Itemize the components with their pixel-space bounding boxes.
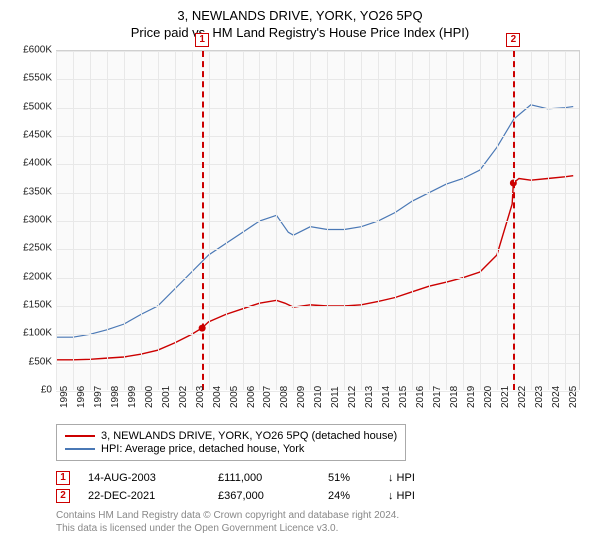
x-tick-label: 2021	[500, 386, 511, 408]
sale-price: £367,000	[218, 490, 328, 502]
x-tick-label: 2008	[279, 386, 290, 408]
chart-subtitle: Price paid vs. HM Land Registry's House …	[12, 25, 588, 40]
x-tick-label: 2000	[144, 386, 155, 408]
legend-label: 3, NEWLANDS DRIVE, YORK, YO26 5PQ (detac…	[101, 430, 397, 442]
x-tick-label: 2017	[432, 386, 443, 408]
y-tick-label: £500K	[23, 101, 52, 112]
x-tick-label: 1997	[93, 386, 104, 408]
legend-swatch	[65, 435, 95, 437]
sale-date: 14-AUG-2003	[88, 472, 218, 484]
x-tick-label: 2024	[551, 386, 562, 408]
x-tick-label: 2012	[347, 386, 358, 408]
y-tick-label: £300K	[23, 215, 52, 226]
legend-row: 3, NEWLANDS DRIVE, YORK, YO26 5PQ (detac…	[65, 430, 397, 442]
y-tick-label: £100K	[23, 328, 52, 339]
x-tick-label: 1995	[59, 386, 70, 408]
x-tick-label: 1996	[76, 386, 87, 408]
x-tick-label: 2016	[415, 386, 426, 408]
chart-container: 3, NEWLANDS DRIVE, YORK, YO26 5PQ Price …	[0, 0, 600, 560]
legend: 3, NEWLANDS DRIVE, YORK, YO26 5PQ (detac…	[56, 424, 406, 461]
sale-marker-box: 2	[506, 33, 520, 47]
x-tick-label: 2007	[262, 386, 273, 408]
plot-area: 12	[56, 50, 580, 390]
sales-list: 1 14-AUG-2003£111,00051%↓ HPI 2 22-DEC-2021…	[56, 471, 588, 503]
series-property	[56, 176, 573, 360]
legend-row: HPI: Average price, detached house, York	[65, 443, 397, 455]
x-tick-label: 1999	[127, 386, 138, 408]
x-tick-label: 2002	[178, 386, 189, 408]
x-tick-label: 2006	[246, 386, 257, 408]
sale-hpi-rel: ↓ HPI	[388, 490, 415, 502]
x-tick-label: 2015	[398, 386, 409, 408]
legend-label: HPI: Average price, detached house, York	[101, 443, 304, 455]
x-tick-label: 1998	[110, 386, 121, 408]
x-tick-label: 2011	[330, 386, 341, 408]
y-tick-label: £550K	[23, 73, 52, 84]
legend-swatch	[65, 448, 95, 450]
x-tick-label: 2025	[568, 386, 579, 408]
y-tick-label: £50K	[29, 356, 52, 367]
x-tick-label: 2023	[534, 386, 545, 408]
sale-marker-line	[202, 51, 204, 390]
sale-number-box: 2	[56, 489, 70, 503]
sale-number-box: 1	[56, 471, 70, 485]
y-tick-label: £150K	[23, 300, 52, 311]
sale-pct: 51%	[328, 472, 388, 484]
sale-hpi-rel: ↓ HPI	[388, 472, 415, 484]
x-tick-label: 2003	[195, 386, 206, 408]
x-tick-label: 2010	[313, 386, 324, 408]
x-tick-label: 2001	[161, 386, 172, 408]
x-tick-label: 2013	[364, 386, 375, 408]
x-tick-label: 2018	[449, 386, 460, 408]
x-tick-label: 2004	[212, 386, 223, 408]
x-axis: 1995199619971998199920002001200220032004…	[56, 390, 580, 416]
y-tick-label: £350K	[23, 186, 52, 197]
sale-marker-line	[513, 51, 515, 390]
x-tick-label: 2022	[517, 386, 528, 408]
sale-pct: 24%	[328, 490, 388, 502]
y-tick-label: £200K	[23, 271, 52, 282]
y-tick-label: £250K	[23, 243, 52, 254]
chart-title: 3, NEWLANDS DRIVE, YORK, YO26 5PQ	[12, 8, 588, 23]
sale-row: 1 14-AUG-2003£111,00051%↓ HPI	[56, 471, 588, 485]
footer: Contains HM Land Registry data © Crown c…	[56, 509, 588, 535]
chart-area: £0 £50K £100K £150K £200K £250K £300K £350K £400…	[12, 46, 588, 416]
y-axis: £0£50K£100K£150K£200K£250K£300K£350K£400…	[12, 50, 56, 390]
x-tick-label: 2020	[483, 386, 494, 408]
footer-line-1: Contains HM Land Registry data © Crown c…	[56, 509, 588, 522]
y-tick-label: £400K	[23, 158, 52, 169]
x-tick-label: 2009	[296, 386, 307, 408]
x-tick-label: 2005	[229, 386, 240, 408]
footer-line-2: This data is licensed under the Open Gov…	[56, 522, 588, 535]
sale-row: 2 22-DEC-2021£367,00024%↓ HPI	[56, 489, 588, 503]
y-tick-label: £0	[41, 385, 52, 396]
sale-price: £111,000	[218, 472, 328, 484]
y-tick-label: £450K	[23, 130, 52, 141]
x-tick-label: 2014	[381, 386, 392, 408]
x-tick-label: 2019	[466, 386, 477, 408]
sale-marker-box: 1	[195, 33, 209, 47]
sale-date: 22-DEC-2021	[88, 490, 218, 502]
y-tick-label: £600K	[23, 45, 52, 56]
